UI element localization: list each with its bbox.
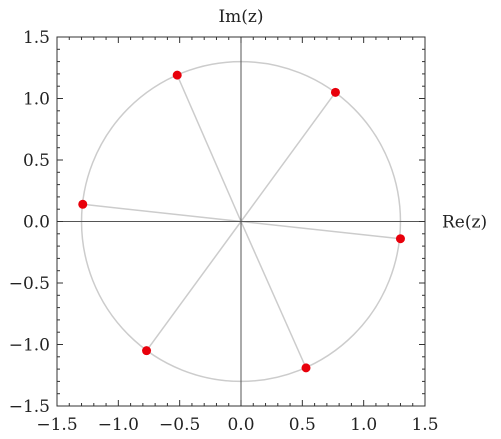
data-point-1 — [172, 70, 182, 80]
x-tick-label: −1.5 — [36, 415, 77, 435]
spoke-2 — [82, 203, 242, 223]
spoke-4 — [240, 221, 307, 369]
y-tick-label: 1.0 — [23, 90, 50, 110]
axis-line-layer — [57, 37, 425, 406]
x-tick-label: 0.0 — [227, 415, 254, 435]
spoke-3 — [145, 221, 242, 352]
tick-layer: −1.5 −1.0 −0.5 0.0 0.5 1.0 1.5 −1.5 −1.0 −0.5 0.0 0… — [9, 28, 439, 435]
y-axis-label: Im(z) — [218, 7, 263, 27]
data-point-0 — [330, 87, 340, 97]
y-tick-label: −0.5 — [9, 274, 50, 294]
x-tick-label: 1.0 — [350, 415, 377, 435]
data-point-5 — [395, 234, 405, 244]
x-tick-label: −0.5 — [159, 415, 200, 435]
x-tick-label: 1.5 — [411, 415, 438, 435]
spoke-0 — [240, 91, 337, 222]
spoke-5 — [240, 220, 401, 240]
y-tick-label: 1.5 — [23, 28, 50, 48]
x-tick-label: 0.5 — [289, 415, 316, 435]
data-point-3 — [142, 346, 152, 356]
y-tick-label: −1.0 — [9, 336, 50, 356]
data-point-2 — [78, 199, 88, 209]
y-tick-label: 0.0 — [23, 213, 50, 233]
y-tick-label: −1.5 — [9, 397, 50, 417]
label-layer: Re(z) Im(z) — [218, 7, 487, 233]
y-tick-label: 0.5 — [23, 151, 50, 171]
x-tick-label: −1.0 — [98, 415, 139, 435]
spoke-1 — [176, 74, 242, 222]
spoke-layer — [82, 74, 401, 369]
point-layer — [78, 70, 405, 373]
x-axis-label: Re(z) — [442, 213, 487, 233]
data-point-4 — [301, 363, 311, 373]
